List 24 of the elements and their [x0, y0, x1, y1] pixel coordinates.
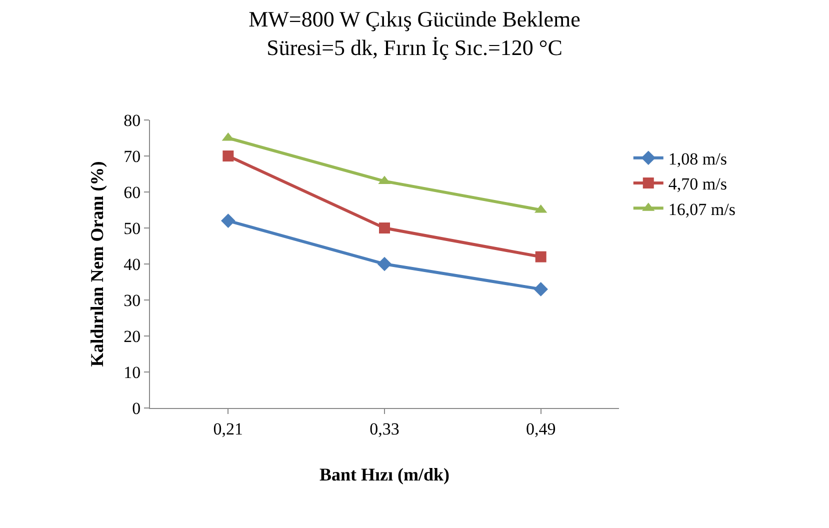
y-tick-label: 50	[124, 218, 141, 238]
point	[379, 222, 390, 234]
point	[222, 150, 234, 162]
x-tick-label: 0,33	[370, 419, 400, 438]
legend-label: 16,07 m/s	[668, 200, 736, 219]
point	[534, 282, 548, 296]
y-tick-label: 70	[124, 146, 141, 166]
chart-title: MW=800 W Çıkış Gücünde Bekleme Süresi=5 dk, Fırın İç Sıc.=120 °C	[248, 6, 580, 60]
y-tick-label: 10	[124, 362, 141, 382]
legend-label: 1,08 m/s	[668, 150, 727, 169]
point	[535, 251, 546, 262]
y-tick-label: 30	[124, 290, 141, 310]
point	[377, 256, 392, 272]
y-tick-label: 40	[124, 254, 141, 274]
y-tick-label: 0	[132, 398, 141, 418]
y-tick-label: 80	[124, 110, 141, 130]
x-tick-label: 0,49	[526, 419, 556, 438]
y-tick-label: 60	[124, 182, 141, 202]
legend-label: 4,70 m/s	[668, 174, 727, 194]
x-axis-title: Bant Hızı (m/dk)	[319, 464, 450, 484]
x-tick-label: 0,21	[213, 419, 244, 438]
y-tick-label: 20	[124, 326, 141, 346]
point	[221, 214, 236, 228]
y-axis-title: Kaldırılan Nem Oranı (%)	[86, 161, 107, 367]
